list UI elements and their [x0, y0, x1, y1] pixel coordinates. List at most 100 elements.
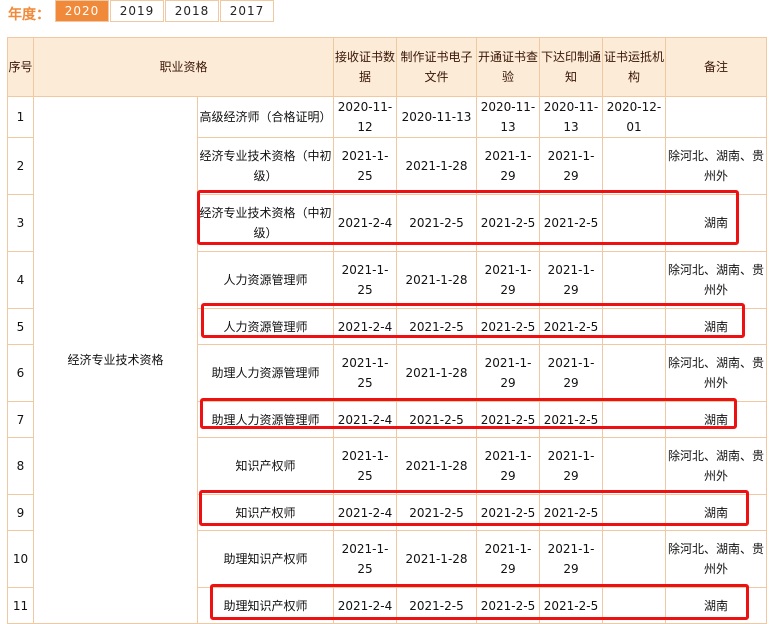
make-file-date: 2021-1-28 — [396, 344, 477, 402]
qualification-name: 知识产权师 — [197, 437, 334, 495]
arrival-date — [602, 344, 666, 402]
make-file-date: 2021-2-5 — [396, 494, 477, 531]
receive-date: 2021-1-25 — [333, 344, 397, 402]
note: 湖南 — [665, 494, 767, 531]
print-notice-date: 2021-1-29 — [539, 530, 603, 588]
make-file-date: 2020-11-13 — [396, 96, 477, 138]
arrival-date — [602, 251, 666, 309]
print-notice-date: 2021-2-5 — [539, 194, 603, 252]
receive-date: 2020-11-12 — [333, 96, 397, 138]
qualification-name: 人力资源管理师 — [197, 308, 334, 345]
open-check-date: 2021-2-5 — [476, 194, 540, 252]
row-number: 10 — [7, 530, 34, 588]
receive-date: 2021-2-4 — [333, 308, 397, 345]
qualification-name: 经济专业技术资格（中初级） — [197, 137, 334, 195]
print-notice-date: 2021-1-29 — [539, 137, 603, 195]
qualification-name: 助理人力资源管理师 — [197, 401, 334, 438]
table-row: 4 人力资源管理师 2021-1-25 2021-1-28 2021-1-29 2021-… — [7, 251, 767, 309]
row-number: 6 — [7, 344, 34, 402]
arrival-date — [602, 194, 666, 252]
arrival-date — [602, 587, 666, 624]
arrival-date — [602, 437, 666, 495]
receive-date: 2021-2-4 — [333, 587, 397, 624]
tab-2017[interactable]: 2017 — [220, 0, 274, 22]
make-file-date: 2021-1-28 — [396, 251, 477, 309]
header-note: 备注 — [665, 37, 767, 97]
print-notice-date: 2021-1-29 — [539, 437, 603, 495]
note: 湖南 — [665, 587, 767, 624]
qualification-name: 助理知识产权师 — [197, 530, 334, 588]
make-file-date: 2021-2-5 — [396, 587, 477, 624]
header-open-check: 开通证书查验 — [476, 37, 540, 97]
group-cell: 经济专业技术资格 — [33, 96, 198, 624]
arrival-date — [602, 137, 666, 195]
row-number: 3 — [7, 194, 34, 252]
note: 除河北、湖南、贵州外 — [665, 437, 767, 495]
note: 除河北、湖南、贵州外 — [665, 344, 767, 402]
header-make-file: 制作证书电子文件 — [396, 37, 477, 97]
table-row: 9 知识产权师 2021-2-4 2021-2-5 2021-2-5 2021-2-5 湖南 — [7, 494, 767, 531]
receive-date: 2021-2-4 — [333, 401, 397, 438]
note: 除河北、湖南、贵州外 — [665, 251, 767, 309]
table-row: 6 助理人力资源管理师 2021-1-25 2021-1-28 2021-1-29 202… — [7, 344, 767, 402]
table-row: 1 经济专业技术资格 高级经济师（合格证明） 2020-11-12 2020-11-13… — [7, 96, 767, 624]
table-row: 10 助理知识产权师 2021-1-25 2021-1-28 2021-1-29 2021… — [7, 530, 767, 588]
receive-date: 2021-1-25 — [333, 251, 397, 309]
arrival-date: 2020-12-01 — [602, 96, 666, 138]
header-row: 序号 职业资格 接收证书数据 制作证书电子文件 开通证书查验 下达印制通知 证书… — [7, 37, 767, 97]
year-label: 年度： — [8, 7, 50, 23]
header-receive: 接收证书数据 — [333, 37, 397, 97]
tab-2018[interactable]: 2018 — [165, 0, 219, 22]
open-check-date: 2021-1-29 — [476, 251, 540, 309]
note: 湖南 — [665, 308, 767, 345]
table-row: 7 助理人力资源管理师 2021-2-4 2021-2-5 2021-2-5 2021-2… — [7, 401, 767, 438]
receive-date: 2021-1-25 — [333, 437, 397, 495]
make-file-date: 2021-1-28 — [396, 437, 477, 495]
receive-date: 2021-2-4 — [333, 494, 397, 531]
header-qualification: 职业资格 — [33, 37, 334, 97]
row-number: 11 — [7, 587, 34, 624]
row-number: 7 — [7, 401, 34, 438]
open-check-date: 2021-1-29 — [476, 344, 540, 402]
open-check-date: 2021-1-29 — [476, 137, 540, 195]
note: 湖南 — [665, 401, 767, 438]
open-check-date: 2021-2-5 — [476, 494, 540, 531]
qualification-name: 经济专业技术资格（中初级） — [197, 194, 334, 252]
row-number: 4 — [7, 251, 34, 309]
row-number: 9 — [7, 494, 34, 531]
receive-date: 2021-1-25 — [333, 137, 397, 195]
qualification-name: 助理知识产权师 — [197, 587, 334, 624]
make-file-date: 2021-2-5 — [396, 194, 477, 252]
qualification-name: 知识产权师 — [197, 494, 334, 531]
note — [665, 96, 767, 138]
tab-2020[interactable]: 2020 — [55, 0, 109, 22]
open-check-date: 2020-11-13 — [476, 96, 540, 138]
table-row: 2 经济专业技术资格（中初级） 2021-1-25 2021-1-28 2021-1-2… — [7, 137, 767, 195]
header-print-notice: 下达印制通知 — [539, 37, 603, 97]
note: 湖南 — [665, 194, 767, 252]
print-notice-date: 2021-2-5 — [539, 308, 603, 345]
open-check-date: 2021-2-5 — [476, 401, 540, 438]
arrival-date — [602, 401, 666, 438]
header-no: 序号 — [7, 37, 34, 97]
make-file-date: 2021-1-28 — [396, 530, 477, 588]
arrival-date — [602, 308, 666, 345]
print-notice-date: 2021-2-5 — [539, 401, 603, 438]
open-check-date: 2021-2-5 — [476, 308, 540, 345]
receive-date: 2021-1-25 — [333, 530, 397, 588]
note: 除河北、湖南、贵州外 — [665, 530, 767, 588]
qualification-name: 高级经济师（合格证明） — [197, 96, 334, 138]
note: 除河北、湖南、贵州外 — [665, 137, 767, 195]
print-notice-date: 2021-1-29 — [539, 344, 603, 402]
tab-2019[interactable]: 2019 — [110, 0, 164, 22]
row-number: 8 — [7, 437, 34, 495]
certificate-schedule-table: 序号 职业资格 接收证书数据 制作证书电子文件 开通证书查验 下达印制通知 证书… — [7, 37, 767, 624]
arrival-date — [602, 494, 666, 531]
row-number: 2 — [7, 137, 34, 195]
make-file-date: 2021-2-5 — [396, 308, 477, 345]
open-check-date: 2021-1-29 — [476, 530, 540, 588]
print-notice-date: 2021-2-5 — [539, 494, 603, 531]
make-file-date: 2021-2-5 — [396, 401, 477, 438]
row-number: 1 — [7, 96, 34, 138]
table-row: 8 知识产权师 2021-1-25 2021-1-28 2021-1-29 2021-1-… — [7, 437, 767, 495]
